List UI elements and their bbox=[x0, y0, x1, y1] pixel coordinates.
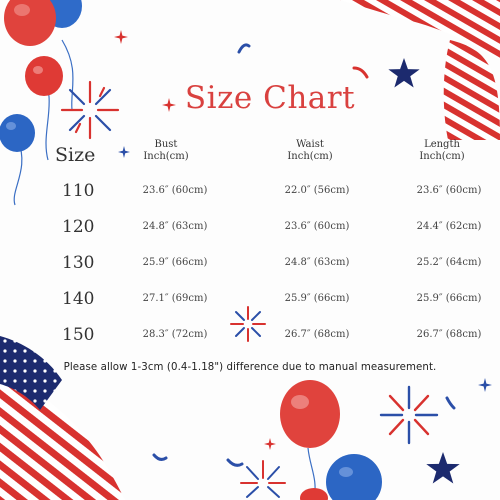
waist-cell: 25.9″ (66cm) bbox=[284, 293, 350, 304]
star-navy-bottom-icon bbox=[426, 452, 460, 484]
waist-header-unit: Inch(cm) bbox=[287, 151, 333, 162]
flag-ribbon-top-right-icon bbox=[340, 0, 500, 140]
star-small-icon bbox=[478, 378, 492, 392]
balloons-top-left-icon bbox=[0, 0, 82, 206]
size-cell: 120 bbox=[62, 217, 95, 237]
bust-header-unit: Inch(cm) bbox=[143, 151, 189, 162]
confetti-icon bbox=[445, 396, 456, 410]
length-cell: 25.9″ (66cm) bbox=[416, 293, 482, 304]
bust-cell: 27.1″ (69cm) bbox=[142, 293, 208, 304]
length-column-header: Length Inch(cm) bbox=[412, 139, 472, 163]
size-cell: 150 bbox=[62, 325, 95, 345]
waist-header-label: Waist bbox=[296, 139, 324, 150]
length-cell: 26.7″ (68cm) bbox=[416, 329, 482, 340]
waist-column-header: Waist Inch(cm) bbox=[280, 139, 340, 163]
bust-cell: 23.6″ (60cm) bbox=[142, 185, 208, 196]
size-cell: 130 bbox=[62, 253, 95, 273]
length-cell: 23.6″ (60cm) bbox=[416, 185, 482, 196]
firework-bottom-center-icon bbox=[240, 460, 286, 498]
star-navy-icon bbox=[388, 58, 420, 88]
bust-cell: 24.8″ (63cm) bbox=[142, 221, 208, 232]
firework-small-icon bbox=[230, 306, 266, 342]
waist-cell: 23.6″ (60cm) bbox=[284, 221, 350, 232]
confetti-icon bbox=[237, 43, 251, 54]
bust-column-header: Bust Inch(cm) bbox=[136, 139, 196, 163]
measurement-note: Please allow 1-3cm (0.4-1.18") differenc… bbox=[63, 362, 437, 373]
balloons-bottom-icon bbox=[280, 380, 382, 500]
bust-header-label: Bust bbox=[154, 139, 178, 150]
firework-bottom-right-icon bbox=[379, 385, 439, 445]
waist-cell: 24.8″ (63cm) bbox=[284, 257, 350, 268]
waist-cell: 22.0″ (56cm) bbox=[284, 185, 350, 196]
waist-cell: 26.7″ (68cm) bbox=[284, 329, 350, 340]
star-small-icon bbox=[114, 30, 128, 44]
confetti-icon bbox=[226, 458, 244, 467]
star-small-icon bbox=[162, 98, 176, 112]
confetti-icon bbox=[152, 453, 168, 461]
size-column-header: Size bbox=[55, 144, 96, 166]
bust-cell: 28.3″ (72cm) bbox=[142, 329, 208, 340]
length-cell: 25.2″ (64cm) bbox=[416, 257, 482, 268]
length-header-label: Length bbox=[424, 139, 460, 150]
confetti-icon bbox=[352, 66, 369, 79]
american-flag-icon bbox=[0, 336, 125, 500]
size-cell: 110 bbox=[62, 181, 95, 201]
size-cell: 140 bbox=[62, 289, 95, 309]
length-header-unit: Inch(cm) bbox=[419, 151, 465, 162]
page-title: Size Chart bbox=[184, 80, 356, 116]
firework-top-left-icon bbox=[60, 80, 120, 140]
star-small-icon bbox=[118, 146, 130, 158]
star-small-icon bbox=[264, 438, 276, 450]
length-cell: 24.4″ (62cm) bbox=[416, 221, 482, 232]
bust-cell: 25.9″ (66cm) bbox=[142, 257, 208, 268]
